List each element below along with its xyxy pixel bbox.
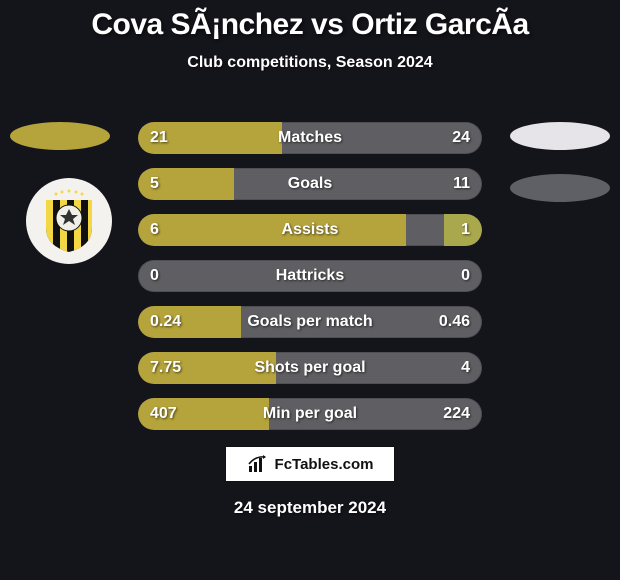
logo-text: FcTables.com	[275, 456, 374, 473]
stat-row: 511Goals	[138, 168, 482, 200]
stat-label: Matches	[138, 122, 482, 154]
stat-label: Shots per goal	[138, 352, 482, 384]
stat-row: 407224Min per goal	[138, 398, 482, 430]
stats-bars: 2124Matches 511Goals 61Assists 00Hattricks 0…	[138, 122, 482, 444]
player-right-ellipse-1	[510, 122, 610, 150]
date-text: 24 september 2024	[0, 498, 620, 518]
stat-row: 0.240.46Goals per match	[138, 306, 482, 338]
page-title: Cova SÃ¡nchez vs Ortiz GarcÃ­a	[0, 0, 620, 42]
stat-label: Goals per match	[138, 306, 482, 338]
stat-label: Goals	[138, 168, 482, 200]
team-badge	[26, 178, 112, 264]
stat-label: Min per goal	[138, 398, 482, 430]
player-left-ellipse	[10, 122, 110, 150]
stat-row: 7.754Shots per goal	[138, 352, 482, 384]
fctables-logo: FcTables.com	[225, 446, 395, 482]
player-right-ellipse-2	[510, 174, 610, 202]
stat-label: Hattricks	[138, 260, 482, 292]
stat-row: 2124Matches	[138, 122, 482, 154]
chart-icon	[247, 454, 271, 474]
page-subtitle: Club competitions, Season 2024	[0, 54, 620, 72]
shield-icon	[36, 188, 102, 254]
stat-row: 00Hattricks	[138, 260, 482, 292]
stat-row: 61Assists	[138, 214, 482, 246]
stat-label: Assists	[138, 214, 482, 246]
